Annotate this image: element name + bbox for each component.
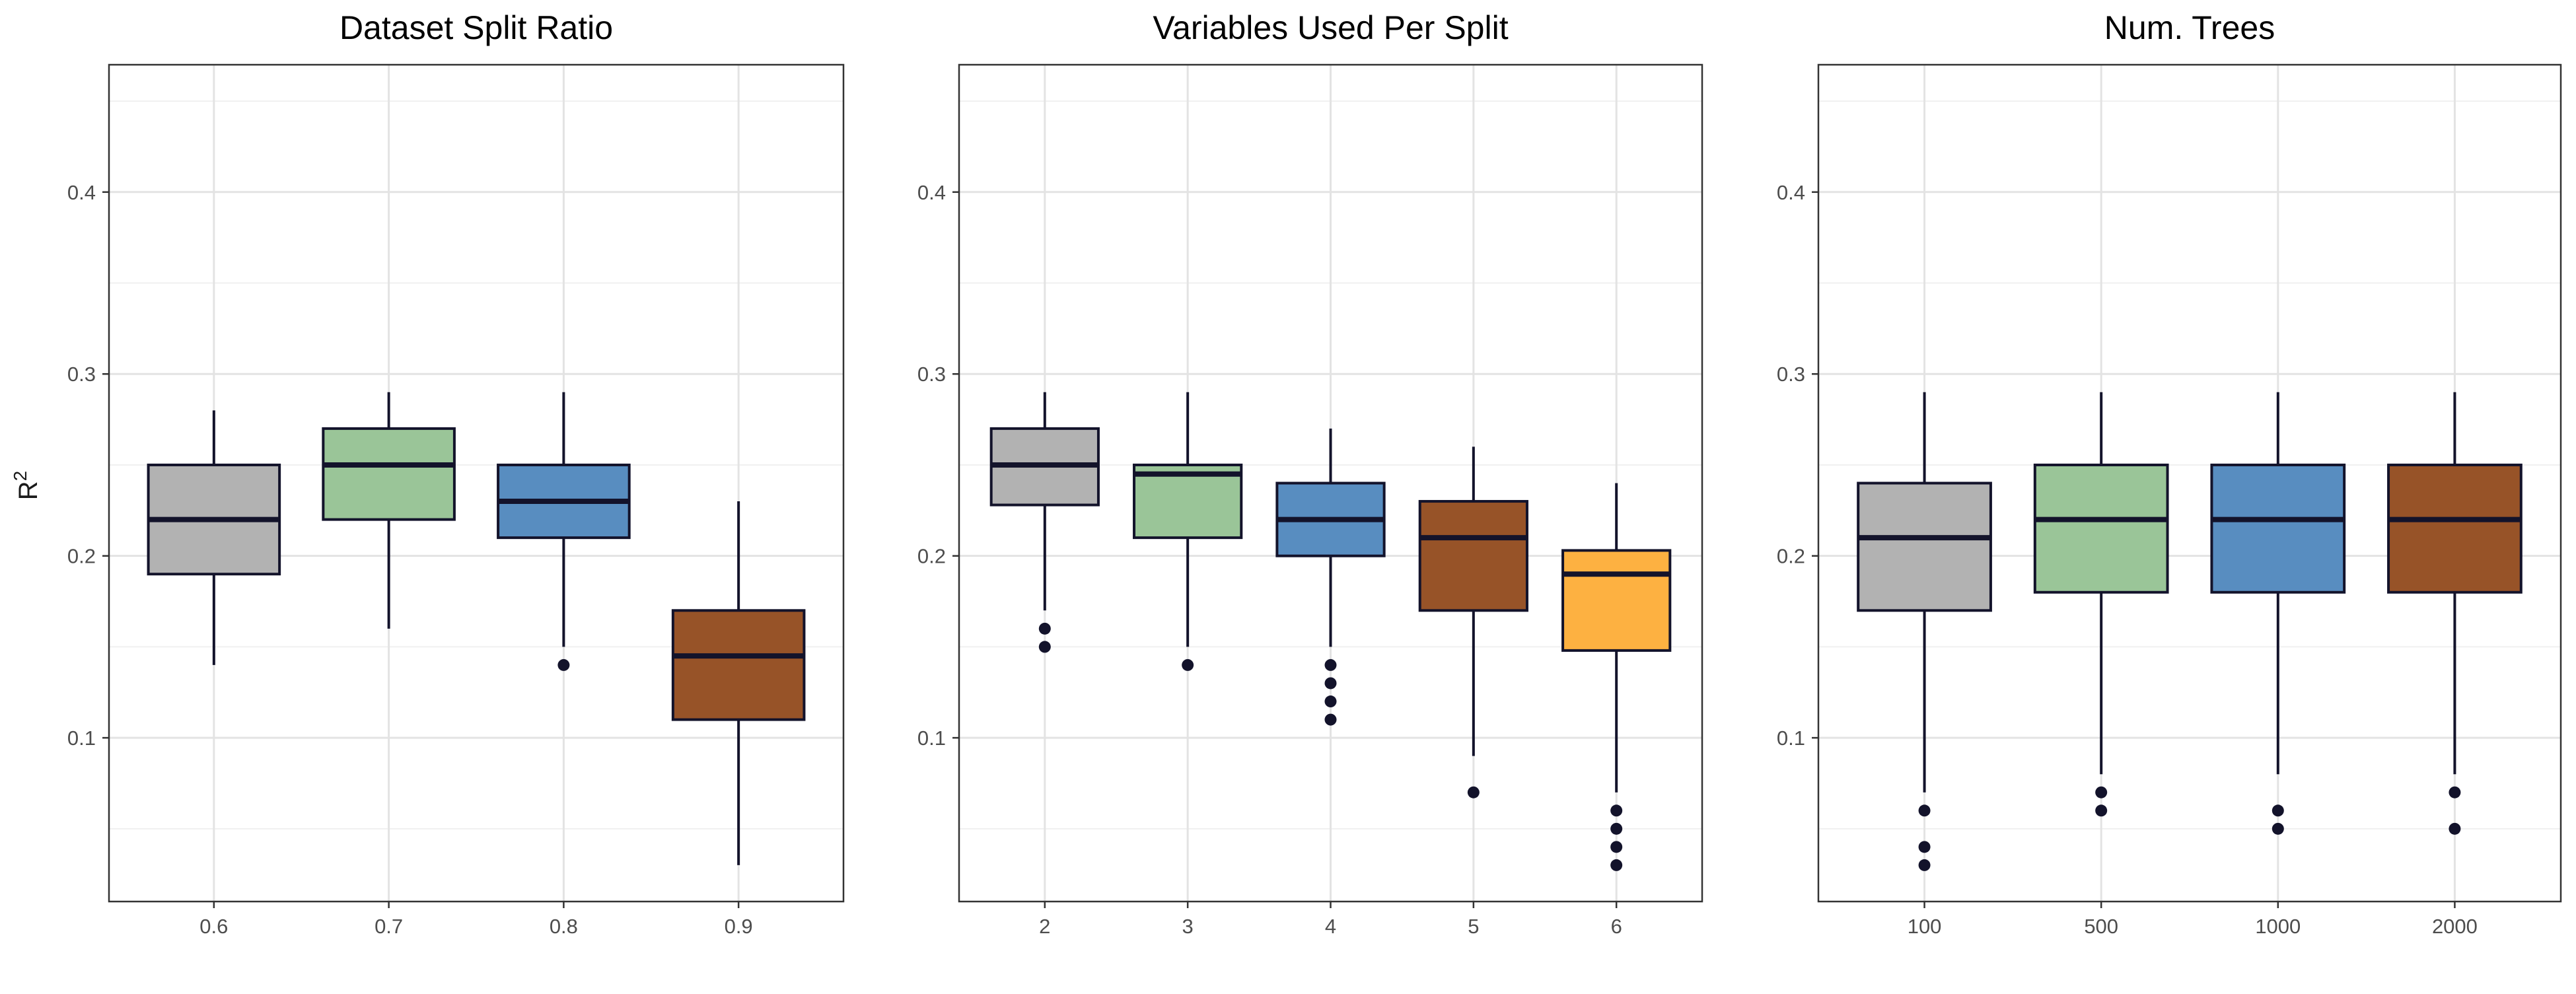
box-body — [1133, 463, 1243, 540]
y-axis-label-base: R — [14, 481, 43, 500]
outlier-point — [1182, 658, 1194, 671]
outlier-point — [1038, 622, 1051, 635]
y-tick-label: 0.3 — [1777, 363, 1805, 386]
outlier-point — [1610, 804, 1623, 817]
y-tick-label: 0.4 — [917, 181, 946, 204]
box-100 — [1857, 392, 1992, 871]
box-body — [1857, 481, 1992, 612]
outlier-point — [1918, 804, 1931, 817]
y-tick-label: 0.4 — [1777, 181, 1805, 204]
panel-1: 0.1 0.2 0.3 0.4 0.6 0.7 0.8 0.9 Dataset Split Ra… — [67, 9, 845, 938]
outlier-point — [1918, 841, 1931, 853]
outlier-point — [2095, 786, 2108, 799]
box-0.8 — [497, 392, 631, 671]
y-tick-label: 0.1 — [1777, 727, 1805, 750]
box-6 — [1561, 483, 1672, 871]
x-tick-label: 2000 — [2432, 915, 2478, 938]
x-tick-label: 500 — [2084, 915, 2118, 938]
y-tick-label: 0.3 — [67, 363, 96, 386]
box-2 — [989, 392, 1100, 653]
outlier-point — [1324, 695, 1337, 708]
box-0.6 — [147, 410, 281, 665]
box-body — [2033, 463, 2169, 594]
outlier-point — [1324, 677, 1337, 690]
x-tick-label: 4 — [1325, 915, 1336, 938]
box-body — [2210, 463, 2346, 594]
y-tick-label: 0.1 — [917, 727, 946, 750]
x-tick-label: 0.8 — [550, 915, 578, 938]
outlier-point — [2095, 804, 2108, 817]
outlier-point — [1324, 658, 1337, 671]
outlier-point — [557, 658, 570, 671]
panel-border — [108, 63, 845, 903]
y-tick-label: 0.1 — [67, 727, 96, 750]
outlier-point — [1610, 841, 1623, 853]
y-tick-label: 0.2 — [1777, 545, 1805, 568]
panel-3: 0.1 0.2 0.3 0.4 100 500 1000 2000 Num. Trees — [1777, 9, 2562, 938]
box-body — [1561, 549, 1672, 652]
outlier-point — [1918, 859, 1931, 871]
x-tick-label: 0.9 — [725, 915, 753, 938]
x-tick-label: 3 — [1182, 915, 1194, 938]
outlier-point — [1610, 859, 1623, 871]
x-tick-label: 2 — [1039, 915, 1050, 938]
box-body — [2387, 463, 2522, 594]
x-tick-label: 100 — [1908, 915, 1942, 938]
x-tick-label: 6 — [1611, 915, 1622, 938]
y-tick-label: 0.2 — [917, 545, 946, 568]
outlier-point — [2272, 804, 2284, 817]
y-tick-label: 0.3 — [917, 363, 946, 386]
panel-border — [1817, 63, 2562, 903]
y-axis-label-superscript: 2 — [10, 471, 30, 481]
y-tick-label: 0.4 — [67, 181, 96, 204]
x-tick-label: 1000 — [2255, 915, 2301, 938]
panel-title: Variables Used Per Split — [1153, 9, 1508, 46]
panels-layer: 0.1 0.2 0.3 0.4 0.6 0.7 0.8 0.9 Dataset Split Ra… — [67, 9, 2562, 938]
box-body — [322, 427, 456, 521]
box-body — [671, 609, 806, 721]
outlier-point — [2272, 822, 2284, 835]
y-tick-label: 0.2 — [67, 545, 96, 568]
x-tick-label: 0.7 — [375, 915, 403, 938]
box-4 — [1275, 428, 1386, 726]
box-3 — [1133, 392, 1243, 671]
box-0.9 — [671, 501, 806, 865]
y-axis-label: R2 — [10, 471, 43, 500]
outlier-point — [1610, 822, 1623, 835]
outlier-point — [2449, 786, 2461, 799]
outlier-point — [1324, 713, 1337, 726]
outlier-point — [1038, 641, 1051, 653]
box-body — [1418, 500, 1528, 612]
panel-title: Num. Trees — [2104, 9, 2275, 46]
box-2000 — [2387, 392, 2522, 835]
box-0.7 — [322, 392, 456, 629]
box-5 — [1418, 446, 1528, 799]
x-tick-label: 5 — [1468, 915, 1479, 938]
panel-title: Dataset Split Ratio — [340, 9, 613, 46]
panel-2: 0.1 0.2 0.3 0.4 2 3 4 5 6 Variables Used Per Spli… — [917, 9, 1703, 938]
outlier-point — [1467, 786, 1480, 799]
x-tick-label: 0.6 — [199, 915, 228, 938]
box-500 — [2033, 392, 2169, 817]
outlier-point — [2449, 822, 2461, 835]
box-1000 — [2210, 392, 2346, 835]
